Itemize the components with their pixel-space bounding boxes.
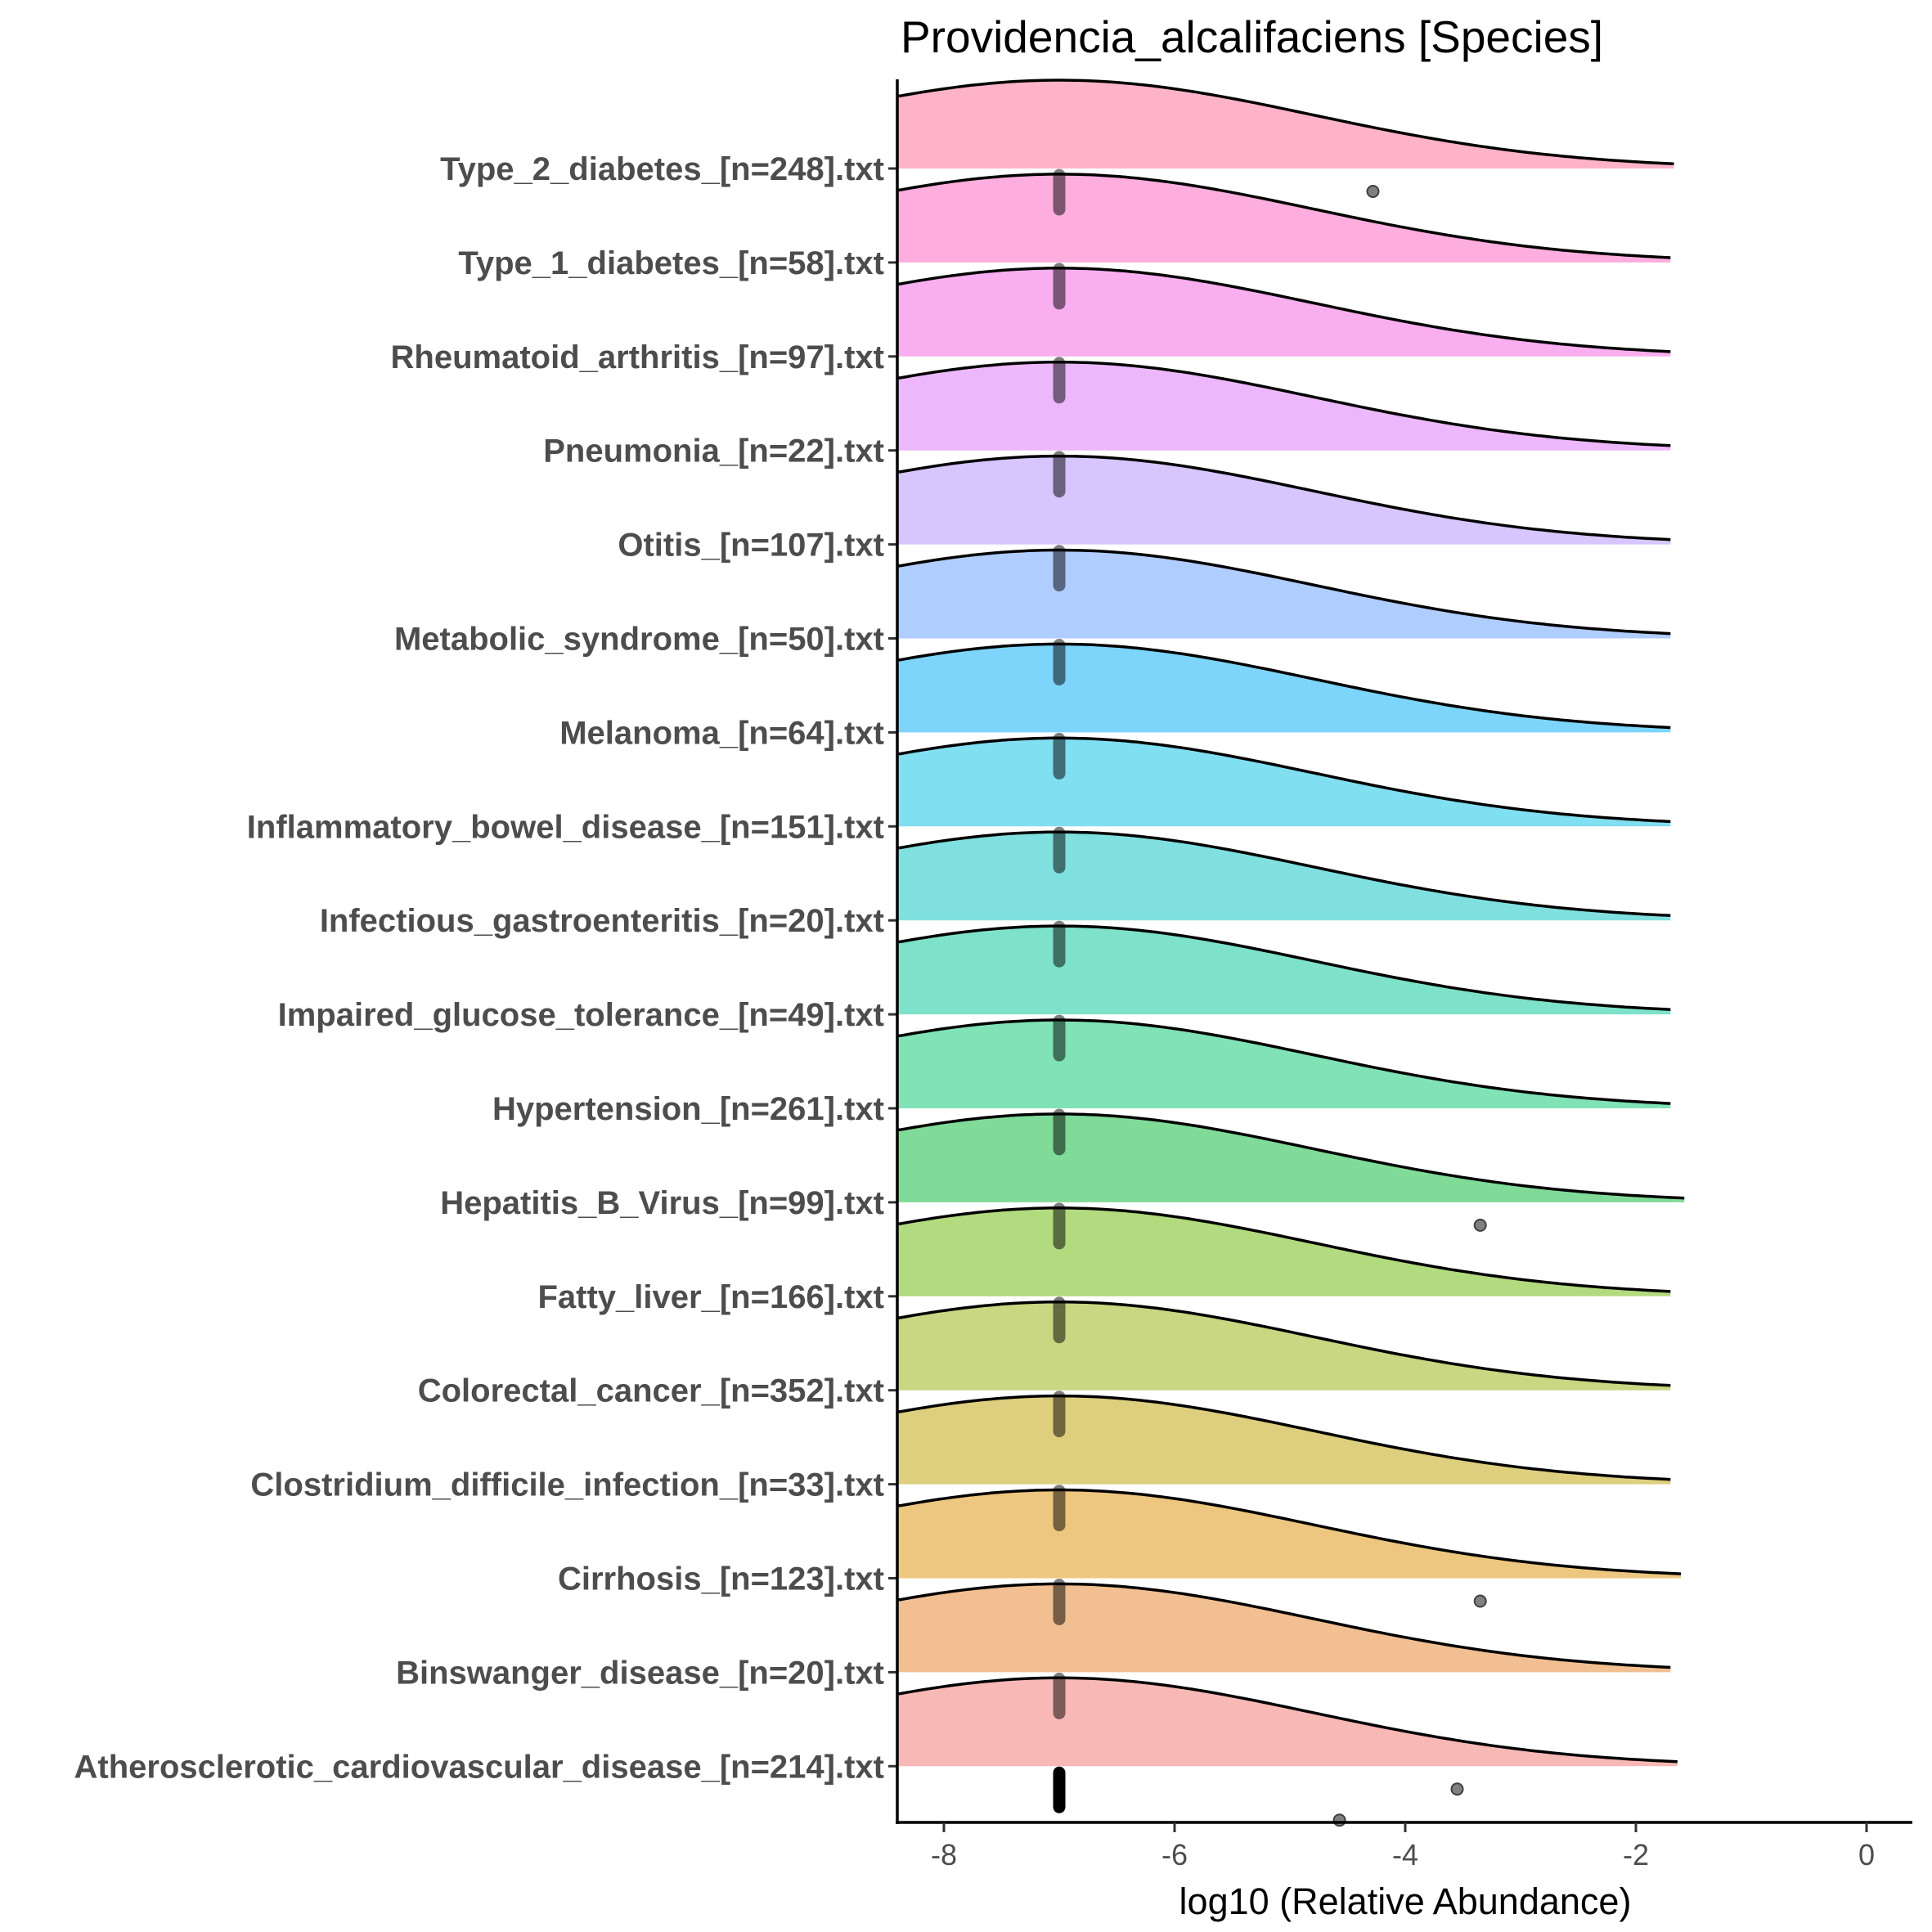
points-layer	[1053, 168, 1487, 1827]
y-tick-label: Rheumatoid_arthritis_[n=97].txt	[391, 339, 884, 375]
ridge-outline	[898, 548, 1671, 636]
ridge-outline	[898, 267, 1671, 353]
ridge-outline	[898, 1112, 1685, 1200]
y-tick-label: Melanoma_[n=64].txt	[559, 715, 884, 751]
x-tick-label: 0	[1858, 1838, 1875, 1871]
ridge-outline	[898, 1394, 1671, 1481]
ridge-outline	[898, 454, 1671, 541]
y-tick-label: Atherosclerotic_cardiovascular_disease_[…	[74, 1749, 885, 1785]
chart-title: Providencia_alcalifaciens [Species]	[901, 11, 1603, 62]
ridge-outline	[898, 1018, 1671, 1105]
y-tick-label: Binswanger_disease_[n=20].txt	[396, 1655, 884, 1691]
x-axis-ticks: -8 -6 -4 -2 0	[931, 1822, 1875, 1871]
x-tick-label: -8	[931, 1838, 957, 1871]
ridges-layer	[898, 79, 1685, 1767]
ridge-area	[898, 1678, 1678, 1767]
outlier-point	[1450, 1782, 1464, 1796]
outlier-point	[1473, 1594, 1487, 1608]
outlier-point	[1473, 1218, 1487, 1232]
ridge-outline	[898, 1206, 1671, 1293]
y-axis-labels: Type_2_diabetes_[n=248].txt Type_1_diabet…	[74, 151, 897, 1785]
outlier-point	[1332, 1813, 1346, 1827]
ridge-outline	[898, 642, 1671, 730]
ridge-outline	[898, 736, 1671, 824]
ridge-area	[898, 1489, 1681, 1579]
y-tick-label: Cirrhosis_[n=123].txt	[558, 1561, 884, 1597]
ridge-outline	[898, 173, 1671, 259]
ridge-outline	[898, 79, 1674, 166]
ridge-outline	[898, 924, 1671, 1011]
y-tick-label: Infectious_gastroenteritis_[n=20].txt	[320, 903, 884, 939]
ridge-outline	[898, 360, 1671, 447]
ridge-outline	[898, 1300, 1671, 1387]
y-tick-label: Clostridium_difficile_infection_[n=33].t…	[250, 1467, 884, 1503]
y-tick-label: Fatty_liver_[n=166].txt	[537, 1279, 884, 1315]
x-tick-label: -2	[1623, 1838, 1649, 1871]
y-tick-label: Hepatitis_B_Virus_[n=99].txt	[440, 1185, 884, 1221]
x-tick-label: -4	[1392, 1838, 1418, 1871]
x-axis-label: log10 (Relative Abundance)	[1179, 1880, 1632, 1922]
y-tick-label: Inflammatory_bowel_disease_[n=151].txt	[247, 809, 884, 845]
ridge-outline	[898, 1676, 1678, 1764]
y-tick-label: Type_2_diabetes_[n=248].txt	[440, 151, 884, 187]
y-tick-label: Type_1_diabetes_[n=58].txt	[458, 245, 884, 281]
y-tick-label: Pneumonia_[n=22].txt	[543, 434, 884, 470]
ridge-area	[898, 1113, 1685, 1202]
ridge-outline	[898, 1488, 1682, 1575]
y-tick-label: Hypertension_[n=261].txt	[492, 1091, 884, 1127]
y-tick-label: Otitis_[n=107].txt	[618, 528, 884, 564]
y-tick-label: Metabolic_syndrome_[n=50].txt	[394, 622, 884, 658]
y-tick-label: Impaired_glucose_tolerance_[n=49].txt	[278, 997, 884, 1033]
outlier-point	[1366, 185, 1380, 198]
ridge-outline	[898, 830, 1671, 918]
y-tick-label: Colorectal_cancer_[n=352].txt	[418, 1373, 884, 1409]
x-tick-label: -6	[1161, 1838, 1188, 1871]
ridge-outline	[898, 1582, 1671, 1669]
